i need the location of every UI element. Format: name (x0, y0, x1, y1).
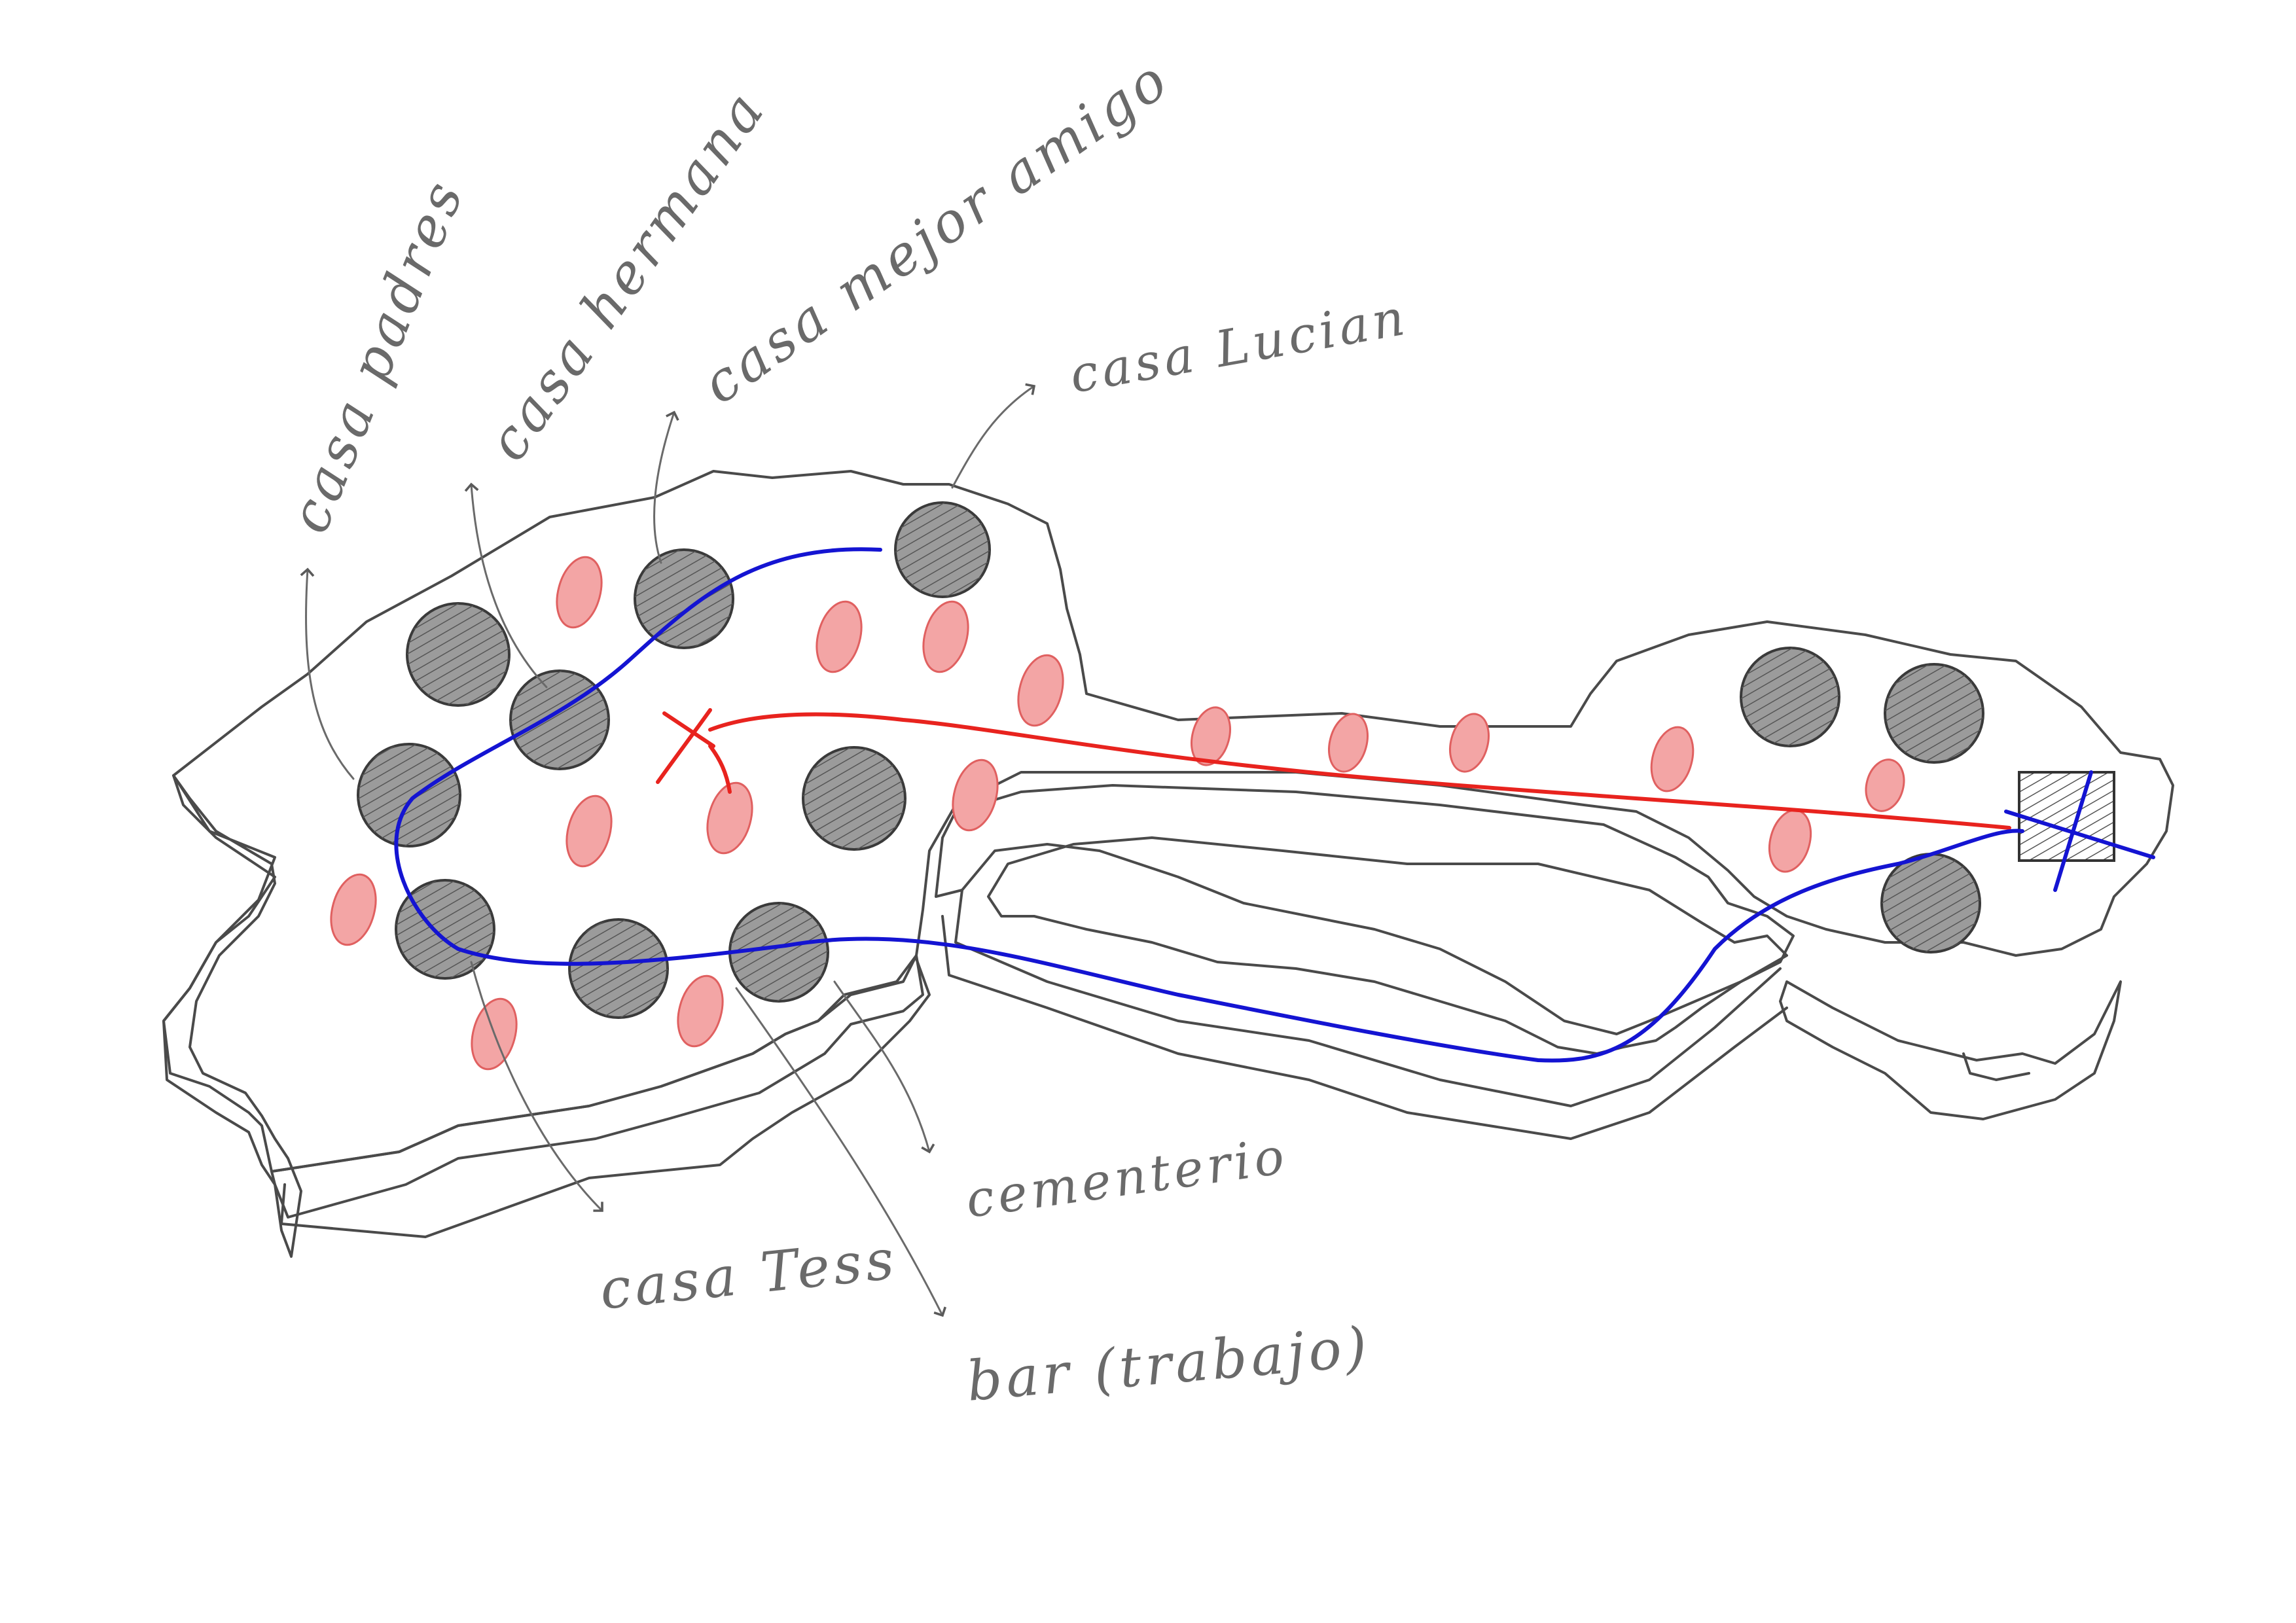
red-route (708, 712, 2011, 830)
red-oval-tree-icon (677, 974, 724, 1048)
red-oval-tree-icon (952, 758, 999, 832)
red-oval-tree-icon (1768, 809, 1812, 873)
blue-route (394, 547, 2024, 1063)
trees (330, 556, 1905, 1071)
red-oval-tree-icon (556, 556, 603, 629)
red-oval-tree-icon (922, 600, 969, 673)
label-casa-tess: casa Tess (597, 1227, 901, 1322)
label-bar-trabajo: bar (trabajo) (964, 1314, 1373, 1414)
map-labels: casa padres casa hermana casa mejor amig… (277, 46, 1412, 1414)
blue-x-marker-icon (2004, 770, 2155, 892)
houses (357, 501, 1984, 1019)
hatched-circle-house-icon (728, 902, 829, 1003)
red-oval-tree-icon (1650, 726, 1695, 793)
inner-lake (935, 784, 1795, 1140)
hatched-circle-house-icon (1884, 663, 1984, 764)
hatched-circle-house-icon (894, 501, 991, 598)
label-casa-hermana: casa hermana (475, 78, 778, 472)
hatched-circle-house-icon (406, 602, 511, 707)
annotation-arrows (300, 383, 1036, 1317)
red-oval-tree-icon (816, 600, 863, 673)
hatched-circle-house-icon (1740, 647, 1840, 747)
red-oval-tree-icon (1017, 654, 1064, 727)
label-cementerio: cementerio (962, 1126, 1291, 1229)
x-marker-icon (656, 708, 732, 794)
hatched-circle-house-icon (568, 918, 669, 1019)
hatched-circle-house-icon (509, 669, 610, 770)
red-oval-tree-icon (1865, 758, 1905, 812)
hatched-circle-house-icon (634, 548, 734, 649)
hatched-circle-house-icon (802, 746, 906, 851)
hatched-circle-house-icon (357, 743, 461, 847)
red-oval-tree-icon (1191, 706, 1231, 766)
label-casa-lucian: casa Lucian (1066, 287, 1412, 404)
red-oval-tree-icon (565, 794, 613, 868)
label-casa-padres: casa padres (277, 169, 477, 542)
red-oval-tree-icon (706, 781, 753, 855)
hatched-circle-house-icon (1880, 853, 1981, 954)
red-oval-tree-icon (1449, 713, 1490, 773)
red-oval-tree-icon (330, 873, 377, 946)
island-top-surface (162, 470, 2174, 1173)
red-oval-tree-icon (1328, 713, 1369, 773)
